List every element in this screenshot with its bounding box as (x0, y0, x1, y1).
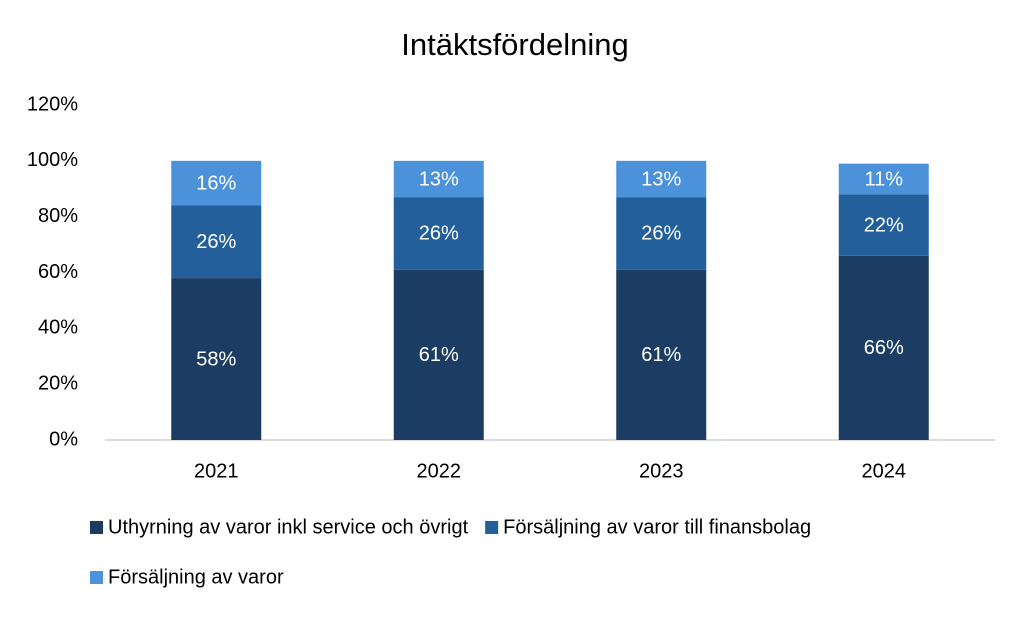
legend-label: Uthyrning av varor inkl service och övri… (108, 516, 469, 538)
legend-swatch (90, 521, 103, 534)
value-label: 26% (641, 223, 681, 245)
x-tick-label: 2023 (639, 460, 684, 482)
legend-swatch (90, 571, 103, 584)
value-label: 58% (196, 348, 236, 370)
value-label: 26% (196, 231, 236, 253)
x-tick-label: 2022 (417, 460, 462, 482)
legend-label: Försäljning av varor (108, 566, 284, 588)
bar-segment (393, 160, 484, 198)
bar-segment (838, 163, 929, 195)
y-tick-label: 60% (38, 261, 78, 283)
bar-segment (838, 194, 929, 256)
bar-segment (171, 205, 262, 279)
y-tick-label: 40% (38, 317, 78, 339)
value-label: 66% (864, 337, 904, 359)
bar-segment (616, 269, 707, 440)
x-tick-label: 2021 (194, 460, 239, 482)
legend-label: Försäljning av varor till finansbolag (503, 516, 811, 538)
y-tick-label: 80% (38, 205, 78, 227)
bar-segment (616, 197, 707, 270)
value-label: 13% (419, 168, 459, 190)
value-label: 16% (196, 172, 236, 194)
y-tick-label: 20% (38, 372, 78, 394)
value-label: 61% (641, 344, 681, 366)
value-label: 26% (419, 223, 459, 245)
value-label: 13% (641, 168, 681, 190)
bar-segment (616, 160, 707, 198)
bar-segment (171, 160, 262, 206)
chart-title: Intäktsfördelning (401, 27, 628, 62)
y-tick-label: 0% (49, 428, 78, 450)
value-label: 61% (419, 344, 459, 366)
bar-segment (838, 255, 929, 440)
bar-segment (393, 269, 484, 440)
value-label: 11% (864, 168, 903, 190)
y-tick-label: 100% (27, 149, 78, 171)
bar-segment (171, 278, 262, 440)
value-label: 22% (864, 214, 904, 236)
legend-swatch (485, 521, 499, 534)
bar-segment (393, 197, 484, 270)
y-tick-label: 120% (27, 93, 78, 115)
x-tick-label: 2024 (862, 460, 907, 482)
